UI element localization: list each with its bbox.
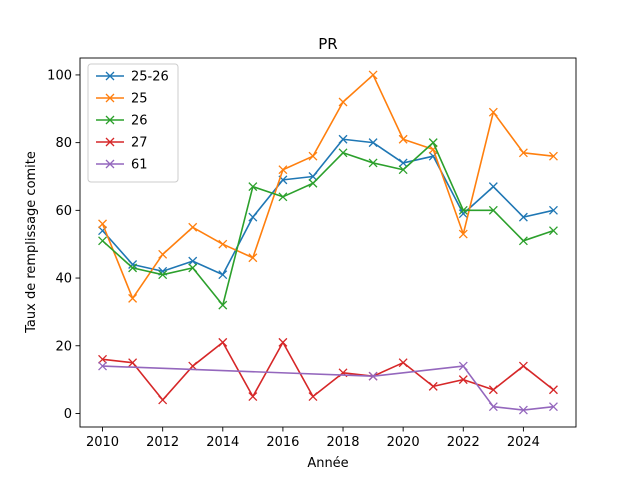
data-point-26-2021 [428,138,438,148]
legend-label-26: 26 [131,114,148,129]
data-point-26-2016 [278,192,288,202]
data-point-27-2020 [398,358,408,368]
legend-label-25: 25 [131,92,148,107]
x-tick-label-2010: 2010 [86,435,119,450]
series-line-25-26 [101,138,554,276]
x-tick-label-2016: 2016 [266,435,299,450]
legend-label-27: 27 [131,136,148,151]
data-point-25-2023 [488,107,498,117]
data-point-25-26-2025 [548,205,558,215]
legend-marker-25-26 [105,71,115,81]
data-point-26-2022 [458,205,468,215]
legend-marker-25 [105,93,115,103]
series-line-26 [102,141,554,306]
data-point-27-2014 [218,337,228,347]
data-point-26-2019 [368,158,378,168]
data-point-25-26-2020 [398,158,408,168]
x-tick-label-2014: 2014 [206,435,239,450]
data-point-25-2012 [158,249,168,259]
x-tick-label-2024: 2024 [507,435,540,450]
x-tick-label-2020: 2020 [387,435,420,450]
data-point-61-2022 [458,361,468,371]
data-point-27-2021 [428,381,438,391]
x-tick-label-2018: 2018 [326,435,359,450]
y-tick-label-60: 60 [55,204,72,219]
data-point-27-2017 [308,392,318,401]
data-point-27-2015 [248,392,258,401]
legend-label-25-26: 25-26 [131,70,169,85]
plot-frame [79,57,577,428]
data-point-26-2017 [308,178,318,188]
data-point-25-2013 [188,222,198,232]
y-tick-label-40: 40 [55,272,72,287]
data-point-27-2010 [98,354,108,364]
data-point-27-2012 [158,395,168,405]
data-point-26-2024 [518,236,528,246]
legend-marker-26 [105,115,115,125]
data-point-25-26-2023 [488,182,498,192]
y-tick-label-100: 100 [47,68,72,83]
chart-title: PR [318,35,337,53]
data-point-25-2011 [128,293,138,303]
data-point-26-2015 [248,182,258,192]
plot-area: 2010 2012 2014 2016 2018 2020 2022 2024 0 20 40 60 8… [47,57,577,450]
data-point-25-26-2013 [188,256,198,266]
data-point-27-2022 [458,375,468,385]
data-point-26-2011 [128,263,138,273]
series-line-25 [101,74,554,300]
data-point-27-2011 [128,358,138,368]
data-point-25-2019 [368,70,378,80]
data-point-25-2022 [458,229,468,239]
data-point-26-2013 [188,263,198,273]
data-point-25-26-2017 [308,172,318,181]
y-axis-title: Taux de remplissage comite [24,151,39,334]
data-point-25-26-2010 [98,226,108,236]
data-point-25-26-2011 [128,260,138,269]
x-axis-title: Année [307,456,348,471]
data-point-26-2025 [548,226,558,236]
y-tick-label-20: 20 [55,339,72,354]
data-point-26-2018 [338,148,348,158]
series-line-61 [102,365,554,411]
legend-marker-61 [105,159,115,169]
data-point-25-2018 [338,97,348,107]
data-point-25-26-2015 [248,212,258,222]
data-point-61-2019 [368,371,378,381]
data-point-26-2020 [398,165,408,175]
data-point-25-2015 [248,253,258,263]
data-point-27-2016 [278,337,288,347]
data-point-26-2010 [98,236,108,246]
legend-box [87,63,179,183]
data-point-26-2014 [218,300,228,310]
data-point-25-2017 [308,151,318,161]
data-point-25-2025 [548,151,558,161]
x-tick-label-2022: 2022 [447,435,480,450]
data-point-25-26-2019 [368,138,378,148]
data-point-25-2020 [398,134,408,144]
data-point-27-2023 [488,385,498,395]
data-point-25-26-2014 [218,270,228,280]
series-line-27 [102,341,554,401]
data-point-25-2024 [518,148,528,158]
data-point-61-2010 [98,361,108,371]
x-tick-label-2012: 2012 [146,435,179,450]
legend-label-61: 61 [131,158,148,173]
data-point-27-2025 [548,385,558,395]
data-point-26-2023 [488,205,498,215]
data-point-61-2023 [488,402,498,412]
data-point-25-2014 [218,239,228,249]
data-point-27-2024 [518,361,528,371]
legend-marker-27 [105,137,115,147]
data-point-25-2010 [98,219,108,229]
data-point-61-2025 [548,402,558,412]
data-point-25-26-2018 [338,134,348,144]
data-point-61-2024 [518,405,528,415]
y-tick-label-0: 0 [64,407,72,422]
y-tick-label-80: 80 [55,136,72,151]
data-point-25-2016 [278,165,288,175]
data-point-25-26-2024 [518,212,528,222]
data-point-26-2012 [158,270,168,280]
